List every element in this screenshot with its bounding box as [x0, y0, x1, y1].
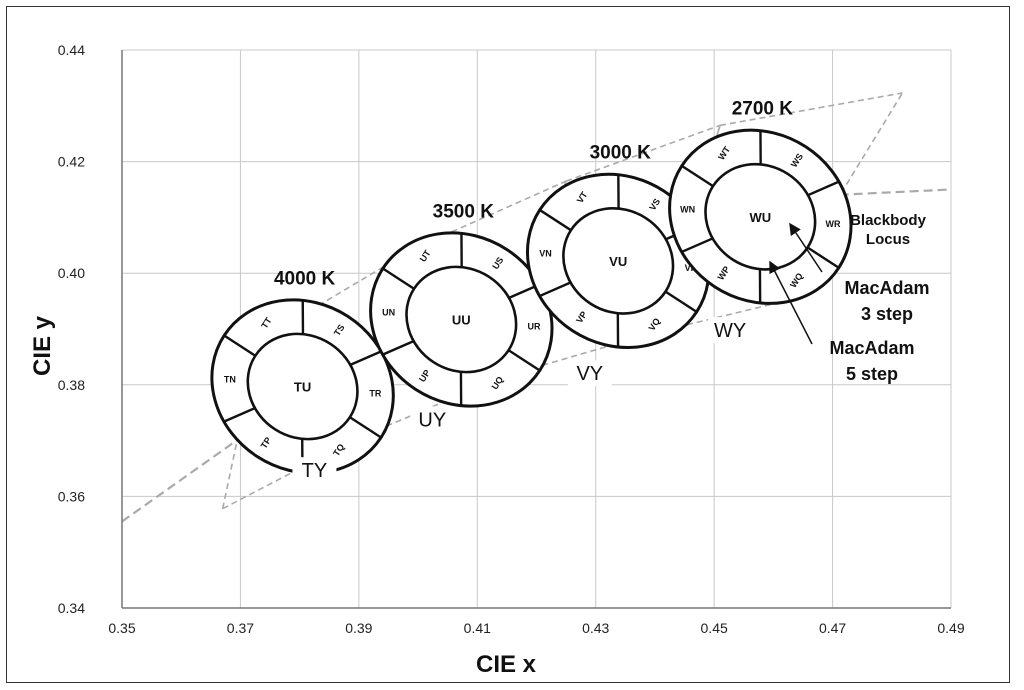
bin-edge-bottom — [222, 437, 360, 510]
y-axis-title: CIE y — [29, 315, 56, 376]
sector-divider — [539, 281, 572, 298]
macadam5-arrow — [769, 260, 813, 345]
sector-divider — [507, 349, 541, 372]
sector-divider — [616, 313, 620, 348]
bin-label: WY — [714, 320, 746, 342]
axes: 0.35 0.37 0.39 0.41 0.43 0.45 0.47 0.49 0.34 0.36… — [58, 42, 965, 636]
x-tick-label: 0.35 — [108, 620, 135, 636]
sector-divider — [681, 164, 714, 188]
bin-label: UY — [418, 409, 446, 431]
sector-divider — [349, 416, 382, 439]
sector-divider — [382, 340, 415, 356]
y-tick-label: 0.34 — [58, 600, 85, 616]
y-tick-label: 0.38 — [58, 377, 85, 393]
sector-divider — [460, 233, 463, 268]
bin-edge-top — [565, 124, 721, 182]
sector-divider — [382, 267, 415, 290]
x-tick-label: 0.49 — [937, 620, 964, 636]
sector-label: TN — [224, 374, 236, 384]
x-tick-label: 0.41 — [464, 620, 491, 636]
macadam-3step-ellipse — [704, 162, 817, 271]
sector-label: VR — [685, 263, 698, 273]
sector-divider — [758, 269, 762, 303]
sector-divider — [664, 290, 698, 313]
cct-label: 3500 K — [433, 201, 495, 222]
sector-divider — [681, 237, 714, 254]
sector-divider — [759, 130, 762, 165]
ellipse-center-label: WU — [749, 210, 771, 225]
y-tick-label: 0.36 — [58, 488, 85, 504]
sector-label: VN — [539, 249, 552, 259]
bin-label-bg — [567, 360, 612, 387]
y-tick-label: 0.42 — [58, 154, 85, 170]
bin-edge-top — [719, 92, 903, 127]
y-tick-label: 0.40 — [58, 265, 85, 281]
macadam3-arrow — [789, 222, 823, 273]
sector-divider — [349, 350, 382, 366]
locus-label-line1: Blackbody — [850, 212, 927, 229]
macadam5-label-line2: 5 step — [846, 364, 898, 384]
bin-label-bg — [292, 457, 337, 484]
sector-divider — [223, 407, 256, 423]
sector-divider — [301, 300, 305, 335]
sector-label: WR — [826, 219, 841, 229]
sector-divider — [539, 208, 572, 232]
x-tick-label: 0.43 — [582, 620, 609, 636]
ellipse-center-label: UU — [452, 313, 471, 328]
x-tick-label: 0.37 — [227, 620, 254, 636]
sector-divider — [806, 246, 840, 269]
chart-labels: TY UY VY WY TU 4000 K UU 3500 K VU 3000 K WU 2700 K — [274, 99, 793, 484]
bin-label: VY — [576, 363, 603, 385]
sector-label: WN — [680, 205, 695, 215]
x-tick-label: 0.39 — [345, 620, 372, 636]
cct-label: 4000 K — [274, 268, 336, 289]
macadam-3step-ellipse — [405, 265, 518, 374]
sector-label: UN — [382, 307, 395, 317]
x-tick-label: 0.47 — [819, 620, 846, 636]
locus-label-line2: Locus — [866, 231, 910, 248]
y-tick-label: 0.44 — [58, 42, 85, 58]
cct-label: 2700 K — [732, 99, 794, 120]
x-axis-title: CIE x — [476, 651, 537, 678]
macadam-3step-ellipse — [562, 206, 675, 315]
ellipse-center-label: TU — [294, 379, 311, 394]
ellipse-center-label: VU — [609, 254, 627, 269]
x-tick-label: 0.45 — [701, 620, 728, 636]
sector-label: UR — [528, 322, 541, 332]
macadam3-label-line1: MacAdam — [844, 278, 929, 298]
bin-label-bg — [410, 406, 455, 433]
bin-edge-top — [414, 180, 567, 249]
macadam5-label-line1: MacAdam — [829, 338, 914, 358]
sector-divider — [807, 180, 840, 197]
bin-label-bg — [708, 317, 753, 344]
sector-divider — [223, 334, 256, 357]
sector-divider — [459, 371, 463, 406]
bin-label: TY — [302, 460, 328, 482]
macadam3-label-line2: 3 step — [861, 304, 913, 324]
sector-label: TR — [369, 389, 381, 399]
cct-label: 3000 K — [590, 143, 652, 164]
sector-divider — [617, 174, 620, 209]
